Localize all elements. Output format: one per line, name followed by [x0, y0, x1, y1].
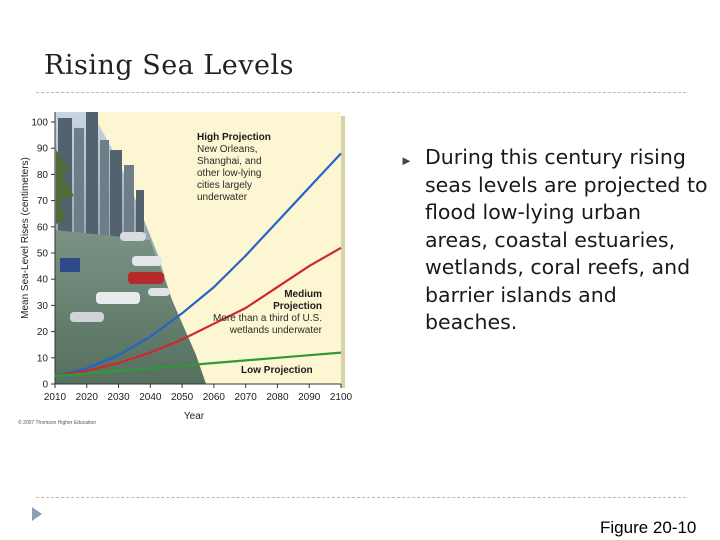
photo-building	[124, 165, 134, 245]
x-tick-label: 2050	[171, 392, 194, 403]
y-tick-label: 10	[37, 353, 49, 364]
y-tick-label: 90	[37, 144, 49, 155]
x-tick-label: 2020	[76, 392, 99, 403]
figure-caption: Figure 20-10	[600, 518, 697, 537]
next-slide-arrow-icon[interactable]	[32, 507, 42, 521]
photo-building	[110, 150, 122, 250]
photo-building	[100, 140, 109, 250]
y-tick-label: 0	[42, 380, 48, 391]
x-axis-label: Year	[184, 411, 205, 422]
y-axis-label: Mean Sea-Level Rises (centimeters)	[20, 157, 31, 319]
bottom-divider	[36, 497, 686, 498]
photo-car	[96, 292, 140, 304]
series-line-medium	[54, 246, 342, 378]
chart-series	[54, 152, 342, 378]
slide-body-text: During this century rising seas levels a…	[425, 145, 708, 334]
photo-car	[132, 256, 162, 266]
high-projection-label: High Projection	[197, 132, 271, 143]
series-line-low	[54, 351, 342, 378]
plot-shadow	[341, 116, 345, 388]
photo-building	[86, 112, 98, 262]
chart-axes	[54, 112, 341, 385]
photo-car	[148, 288, 170, 296]
y-tick-label: 30	[37, 301, 49, 312]
y-tick-label: 80	[37, 170, 49, 181]
x-tick-label: 2080	[266, 392, 289, 403]
low-projection-label: Low Projection	[241, 365, 313, 376]
y-tick-label: 20	[37, 327, 49, 338]
photo-building	[74, 128, 84, 248]
high-projection-note: New Orleans, Shanghai, and other low-lyi…	[197, 144, 262, 203]
y-tick-label: 40	[37, 275, 49, 286]
photo-car	[70, 312, 104, 322]
photo-street-sign	[60, 258, 80, 272]
medium-projection-annotation: Medium Projection More than a third of U…	[190, 289, 322, 337]
slide-title: Rising Sea Levels	[44, 50, 294, 81]
x-tick-label: 2090	[298, 392, 321, 403]
x-tick-label: 2070	[235, 392, 258, 403]
series-line-high	[54, 152, 342, 378]
x-tick-label: 2010	[44, 392, 67, 403]
photo-palm-tree	[56, 150, 74, 224]
top-divider	[36, 92, 686, 93]
copyright-notice: © 2007 Thomson Higher Education	[18, 420, 97, 426]
medium-projection-label: Medium Projection	[273, 289, 322, 312]
x-tick-label: 2060	[203, 392, 226, 403]
medium-projection-note: More than a third of U.S. wetlands under…	[213, 313, 322, 336]
y-tick-label: 100	[31, 118, 48, 129]
high-projection-annotation: High Projection New Orleans, Shanghai, a…	[197, 132, 327, 204]
y-tick-label: 60	[37, 222, 49, 233]
x-tick-label: 2100	[330, 392, 353, 403]
y-tick-label: 70	[37, 196, 49, 207]
photo-building	[136, 190, 144, 250]
x-tick-label: 2040	[139, 392, 162, 403]
photo-car	[120, 232, 146, 241]
x-tick-label: 2030	[107, 392, 130, 403]
low-projection-annotation: Low Projection	[241, 365, 313, 377]
y-tick-label: 50	[37, 249, 49, 260]
bullet-arrow-icon: ►	[400, 153, 413, 168]
photo-car	[128, 272, 164, 284]
